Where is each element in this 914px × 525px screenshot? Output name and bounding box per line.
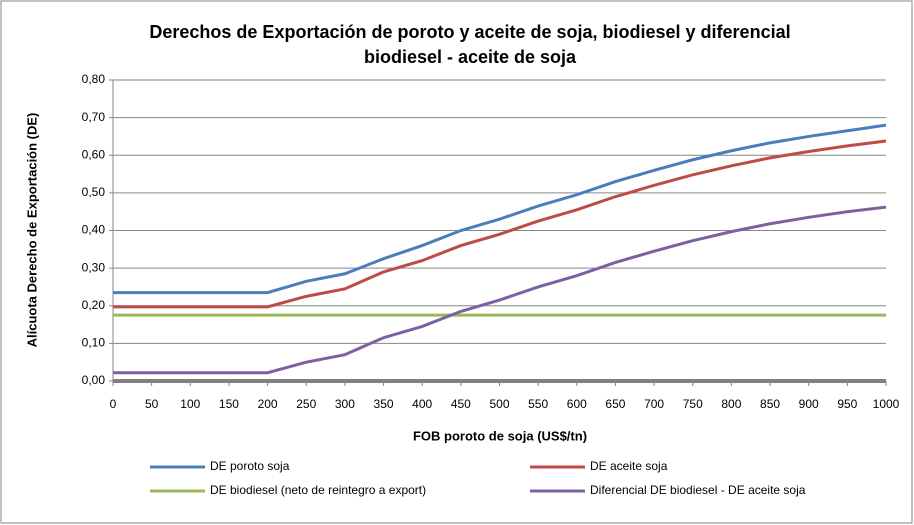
x-tick-label: 200 bbox=[258, 397, 278, 411]
y-tick-label: 0,60 bbox=[82, 147, 106, 161]
x-tick-label: 400 bbox=[412, 397, 432, 411]
y-tick-label: 0,00 bbox=[82, 373, 106, 387]
x-tick-label: 650 bbox=[605, 397, 625, 411]
legend-label: DE aceite soja bbox=[590, 459, 668, 473]
x-tick-label: 900 bbox=[799, 397, 819, 411]
legend-label: DE poroto soja bbox=[210, 459, 290, 473]
x-tick-label: 700 bbox=[644, 397, 664, 411]
x-tick-label: 550 bbox=[528, 397, 548, 411]
y-tick-label: 0,20 bbox=[82, 298, 106, 312]
series-line bbox=[113, 139, 887, 309]
y-tick-label: 0,80 bbox=[82, 72, 106, 86]
x-tick-label: 0 bbox=[110, 397, 117, 411]
y-tick-label: 0,10 bbox=[82, 336, 106, 350]
x-tick-label: 450 bbox=[451, 397, 471, 411]
x-tick-label: 300 bbox=[335, 397, 355, 411]
x-tick-label: 600 bbox=[567, 397, 587, 411]
y-tick-label: 0,30 bbox=[82, 260, 106, 274]
x-tick-label: 100 bbox=[180, 397, 200, 411]
y-tick-label: 0,40 bbox=[82, 223, 106, 237]
x-tick-label: 250 bbox=[296, 397, 316, 411]
x-tick-label: 950 bbox=[837, 397, 857, 411]
x-tick-label: 350 bbox=[374, 397, 394, 411]
x-tick-label: 850 bbox=[760, 397, 780, 411]
legend-label: DE biodiesel (neto de reintegro a export… bbox=[210, 483, 426, 497]
y-tick-label: 0,50 bbox=[82, 185, 106, 199]
y-tick-label: 0,70 bbox=[82, 110, 106, 124]
x-tick-label: 50 bbox=[145, 397, 159, 411]
x-tick-label: 500 bbox=[489, 397, 509, 411]
x-axis-label: FOB poroto de soja (US$/tn) bbox=[413, 428, 587, 443]
series-line bbox=[113, 123, 887, 295]
chart-title: Derechos de Exportación de poroto y acei… bbox=[149, 22, 790, 42]
y-axis-label: Alícuota Derecho de Exportación (DE) bbox=[24, 113, 39, 348]
x-tick-label: 800 bbox=[721, 397, 741, 411]
chart-title: biodiesel - aceite de soja bbox=[364, 47, 577, 67]
series-line bbox=[113, 205, 887, 375]
legend-label: Diferencial DE biodiesel - DE aceite soj… bbox=[590, 483, 806, 497]
x-tick-label: 750 bbox=[683, 397, 703, 411]
x-tick-label: 1000 bbox=[873, 397, 900, 411]
x-tick-label: 150 bbox=[219, 397, 239, 411]
